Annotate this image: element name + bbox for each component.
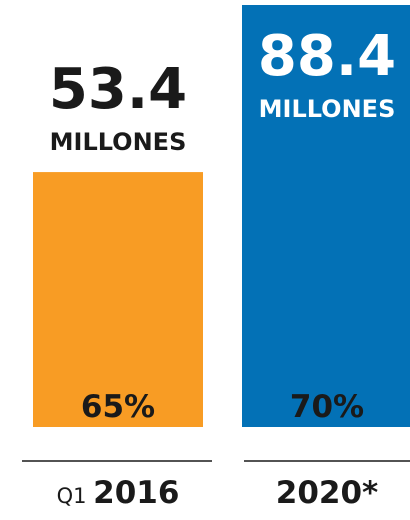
bar-1: [33, 172, 203, 427]
percent-label-1: 65%: [81, 389, 155, 425]
category-label-1: Q1 2016: [57, 475, 180, 511]
category-year-2: 2020*: [276, 475, 379, 511]
category-prefix-1: Q1: [57, 484, 94, 508]
category-label-2: 2020*: [276, 475, 379, 511]
category-year-1: 2016: [93, 475, 179, 511]
unit-label-1: MILLONES: [50, 128, 187, 156]
value-label-2: 88.4: [258, 24, 396, 89]
bar-2: [242, 5, 410, 427]
percent-label-2: 70%: [290, 389, 364, 425]
unit-label-2: MILLONES: [259, 95, 396, 123]
value-label-1: 53.4: [49, 57, 187, 122]
